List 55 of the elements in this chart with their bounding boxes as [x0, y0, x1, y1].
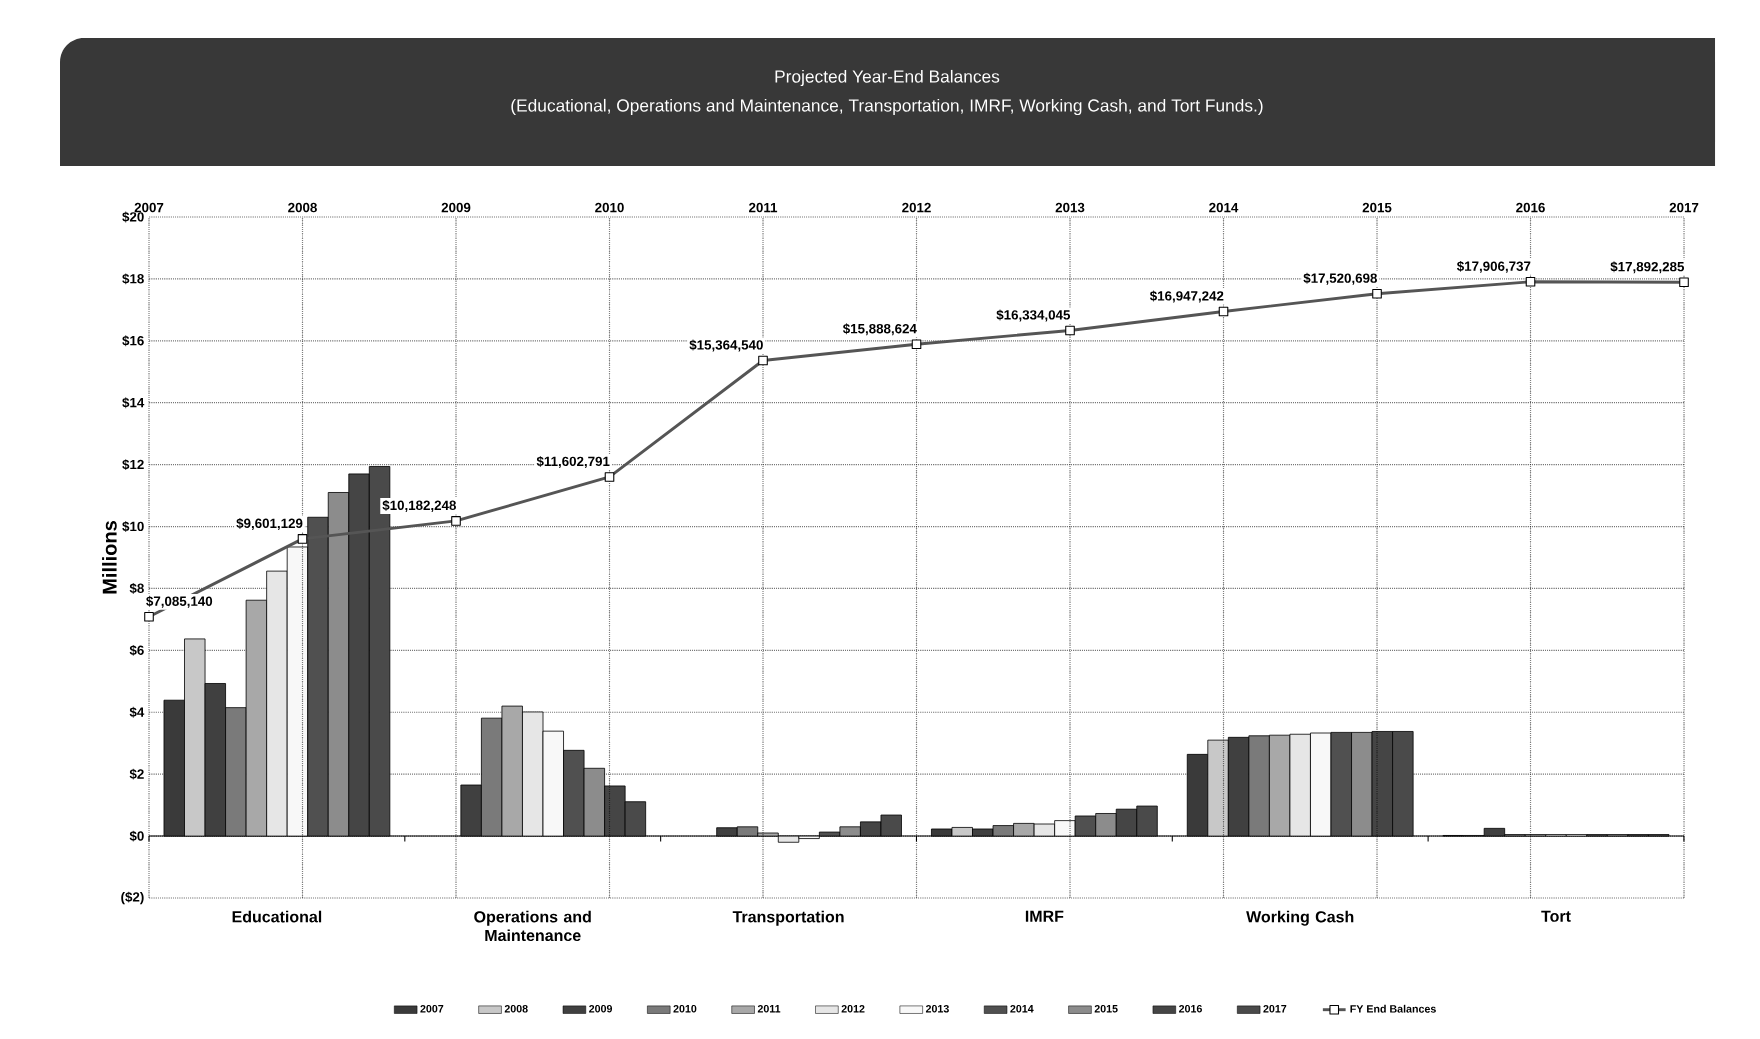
x-tick-label: Educational [232, 910, 322, 923]
legend-label: 2013 [925, 1004, 949, 1013]
chart-subtitle: (Educational, Operations and Maintenance, Transportation, IMRF, Working Cash, and Tort Funds.) [511, 98, 1263, 116]
x2-tick-label: 2016 [1516, 202, 1545, 213]
y-tick-label: $6 [129, 644, 144, 656]
x-tick-label: Transportation [732, 910, 844, 926]
legend-label: 2016 [1179, 1004, 1202, 1013]
x2-tick-label: 2009 [441, 202, 471, 213]
legend-label: FY End Balances [1350, 1004, 1436, 1013]
y-axis-title: Millions [102, 521, 117, 594]
annotation: $15,888,624 [842, 323, 917, 336]
annotation: $17,520,698 [1303, 272, 1377, 285]
y-tick-label: $2 [129, 768, 144, 780]
x2-tick-label: 2013 [1055, 202, 1085, 213]
y-tick-label: $20 [122, 211, 144, 223]
legend-label: 2010 [673, 1004, 697, 1013]
chart-title: Projected Year-End Balances [775, 69, 1000, 87]
legend-label: 2008 [504, 1004, 528, 1013]
legend-label: 2011 [757, 1004, 781, 1013]
x2-tick-label: 2011 [749, 202, 778, 213]
x2-tick-label: 2015 [1362, 202, 1392, 213]
annotation: $16,334,045 [996, 309, 1071, 322]
annotation: $17,892,285 [1610, 261, 1685, 274]
legend-label: 2015 [1094, 1004, 1118, 1013]
x-tick-label: Tort [1541, 910, 1571, 922]
y-tick-label: $14 [122, 397, 145, 409]
x2-tick-label: 2007 [134, 202, 164, 213]
annotation: $11,602,791 [536, 456, 610, 468]
y-tick-label: $0 [129, 830, 144, 842]
x2-tick-label: 2017 [1669, 202, 1699, 213]
annotation: $10,182,248 [382, 499, 456, 512]
annotation: $15,364,540 [689, 339, 763, 352]
legend-label: 2007 [420, 1004, 444, 1013]
annotation: $9,601,129 [236, 517, 303, 530]
x2-tick-label: 2012 [902, 202, 931, 213]
x-tick-label: Working Cash [1246, 910, 1354, 926]
annotation: $7,085,140 [146, 595, 213, 608]
x-tick-label: IMRF [1025, 910, 1064, 922]
annotation: $17,906,737 [1456, 260, 1531, 273]
x2-tick-label: 2010 [595, 202, 624, 213]
y-tick-label: $16 [122, 335, 144, 347]
y-tick-label: $12 [122, 459, 144, 471]
y-tick-label: $18 [122, 273, 144, 285]
legend-label: 2012 [841, 1004, 865, 1013]
y-tick-label: $10 [122, 521, 144, 532]
annotation: $16,947,242 [1149, 290, 1224, 303]
legend-label: 2009 [589, 1004, 613, 1013]
y-tick-label: $4 [129, 706, 145, 718]
legend-label: 2017 [1263, 1004, 1287, 1013]
y-tick-label: ($2) [121, 891, 144, 905]
y-tick-label: $8 [129, 582, 144, 594]
x2-tick-label: 2014 [1209, 202, 1239, 213]
legend-label: 2014 [1010, 1004, 1034, 1013]
x2-tick-label: 2008 [288, 202, 317, 213]
x-tick-label: Operations and Maintenance [474, 910, 591, 942]
